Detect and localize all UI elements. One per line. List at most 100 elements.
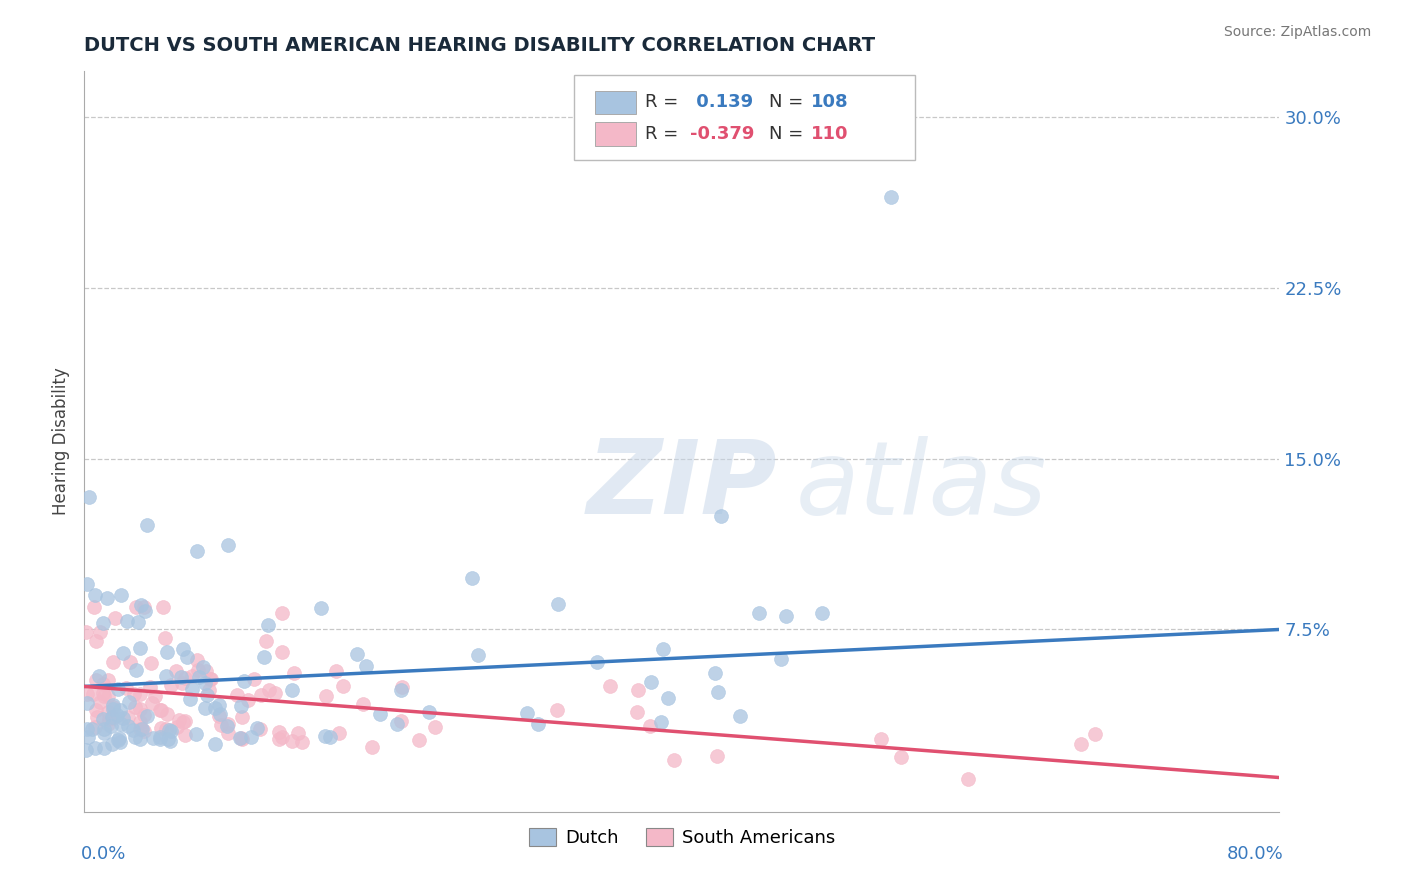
Point <box>97 689 120 703</box>
Point <box>142 731 165 746</box>
Point <box>361 739 384 754</box>
Text: 0.139: 0.139 <box>690 94 754 112</box>
Point <box>114 681 136 695</box>
Point <box>93 615 115 630</box>
Point <box>118 656 141 670</box>
Point <box>209 718 232 732</box>
Point <box>93 725 115 739</box>
Point <box>108 703 131 717</box>
Point <box>253 650 276 665</box>
Point <box>117 710 139 724</box>
Point <box>391 680 413 694</box>
Point <box>880 189 903 203</box>
Point <box>599 680 621 694</box>
Text: Source: ZipAtlas.com: Source: ZipAtlas.com <box>1223 25 1371 39</box>
Point <box>325 664 347 678</box>
Text: 108: 108 <box>811 94 849 112</box>
Point <box>208 708 231 723</box>
Point <box>186 653 208 667</box>
Point <box>156 645 179 659</box>
Point <box>127 615 149 630</box>
Point <box>270 606 292 620</box>
Point <box>97 673 120 688</box>
Point <box>89 695 111 709</box>
Point <box>174 714 197 728</box>
Point <box>132 708 155 723</box>
Point <box>730 708 752 723</box>
Text: 110: 110 <box>811 125 848 144</box>
Point <box>270 645 292 659</box>
Point <box>186 726 208 740</box>
Point <box>257 618 280 632</box>
Point <box>291 735 314 749</box>
Point <box>280 734 302 748</box>
Point <box>547 597 569 611</box>
Point <box>233 673 256 688</box>
Point <box>180 682 202 697</box>
Point <box>153 632 176 646</box>
Point <box>84 740 107 755</box>
Point <box>769 652 792 666</box>
Point <box>249 688 271 702</box>
Point <box>101 700 124 714</box>
Point <box>84 720 107 734</box>
Point <box>76 723 98 737</box>
Point <box>101 737 124 751</box>
Point <box>208 698 231 713</box>
Point <box>586 655 609 669</box>
Point <box>156 707 179 722</box>
Point <box>75 624 97 639</box>
Point <box>516 706 538 720</box>
Point <box>775 609 797 624</box>
Point <box>112 711 135 725</box>
Point <box>93 689 115 703</box>
Point <box>640 674 662 689</box>
Point <box>84 634 107 648</box>
Point <box>662 753 685 767</box>
Point <box>889 749 911 764</box>
Point <box>174 671 197 685</box>
Point <box>84 703 107 717</box>
Point <box>76 696 98 710</box>
Point <box>217 538 239 552</box>
FancyBboxPatch shape <box>595 91 637 114</box>
Point <box>408 733 430 747</box>
Point <box>246 721 269 735</box>
Point <box>195 688 218 702</box>
Point <box>204 701 226 715</box>
Point <box>150 703 173 717</box>
Point <box>169 670 191 684</box>
Point <box>198 672 221 686</box>
Point <box>271 730 294 744</box>
Point <box>84 589 107 603</box>
Point <box>75 742 97 756</box>
Point <box>187 664 209 678</box>
Point <box>124 700 146 714</box>
Point <box>332 679 354 693</box>
Point <box>172 641 194 656</box>
Point <box>208 707 231 722</box>
Point <box>143 689 166 703</box>
Point <box>104 611 127 625</box>
Point <box>269 732 291 747</box>
Point <box>368 707 391 722</box>
Point <box>626 705 648 719</box>
Point <box>124 599 146 614</box>
Text: N =: N = <box>769 125 808 144</box>
Point <box>91 686 114 700</box>
Point <box>156 731 179 746</box>
Point <box>97 716 120 731</box>
Point <box>105 708 128 723</box>
Point <box>229 731 252 745</box>
Point <box>811 606 834 620</box>
Point <box>131 722 153 736</box>
Point <box>217 717 239 731</box>
Point <box>76 576 98 591</box>
Point <box>134 604 156 618</box>
Point <box>191 660 214 674</box>
Point <box>129 715 152 730</box>
Point <box>149 731 172 745</box>
FancyBboxPatch shape <box>595 122 637 146</box>
Point <box>115 614 138 628</box>
Point <box>155 722 177 736</box>
